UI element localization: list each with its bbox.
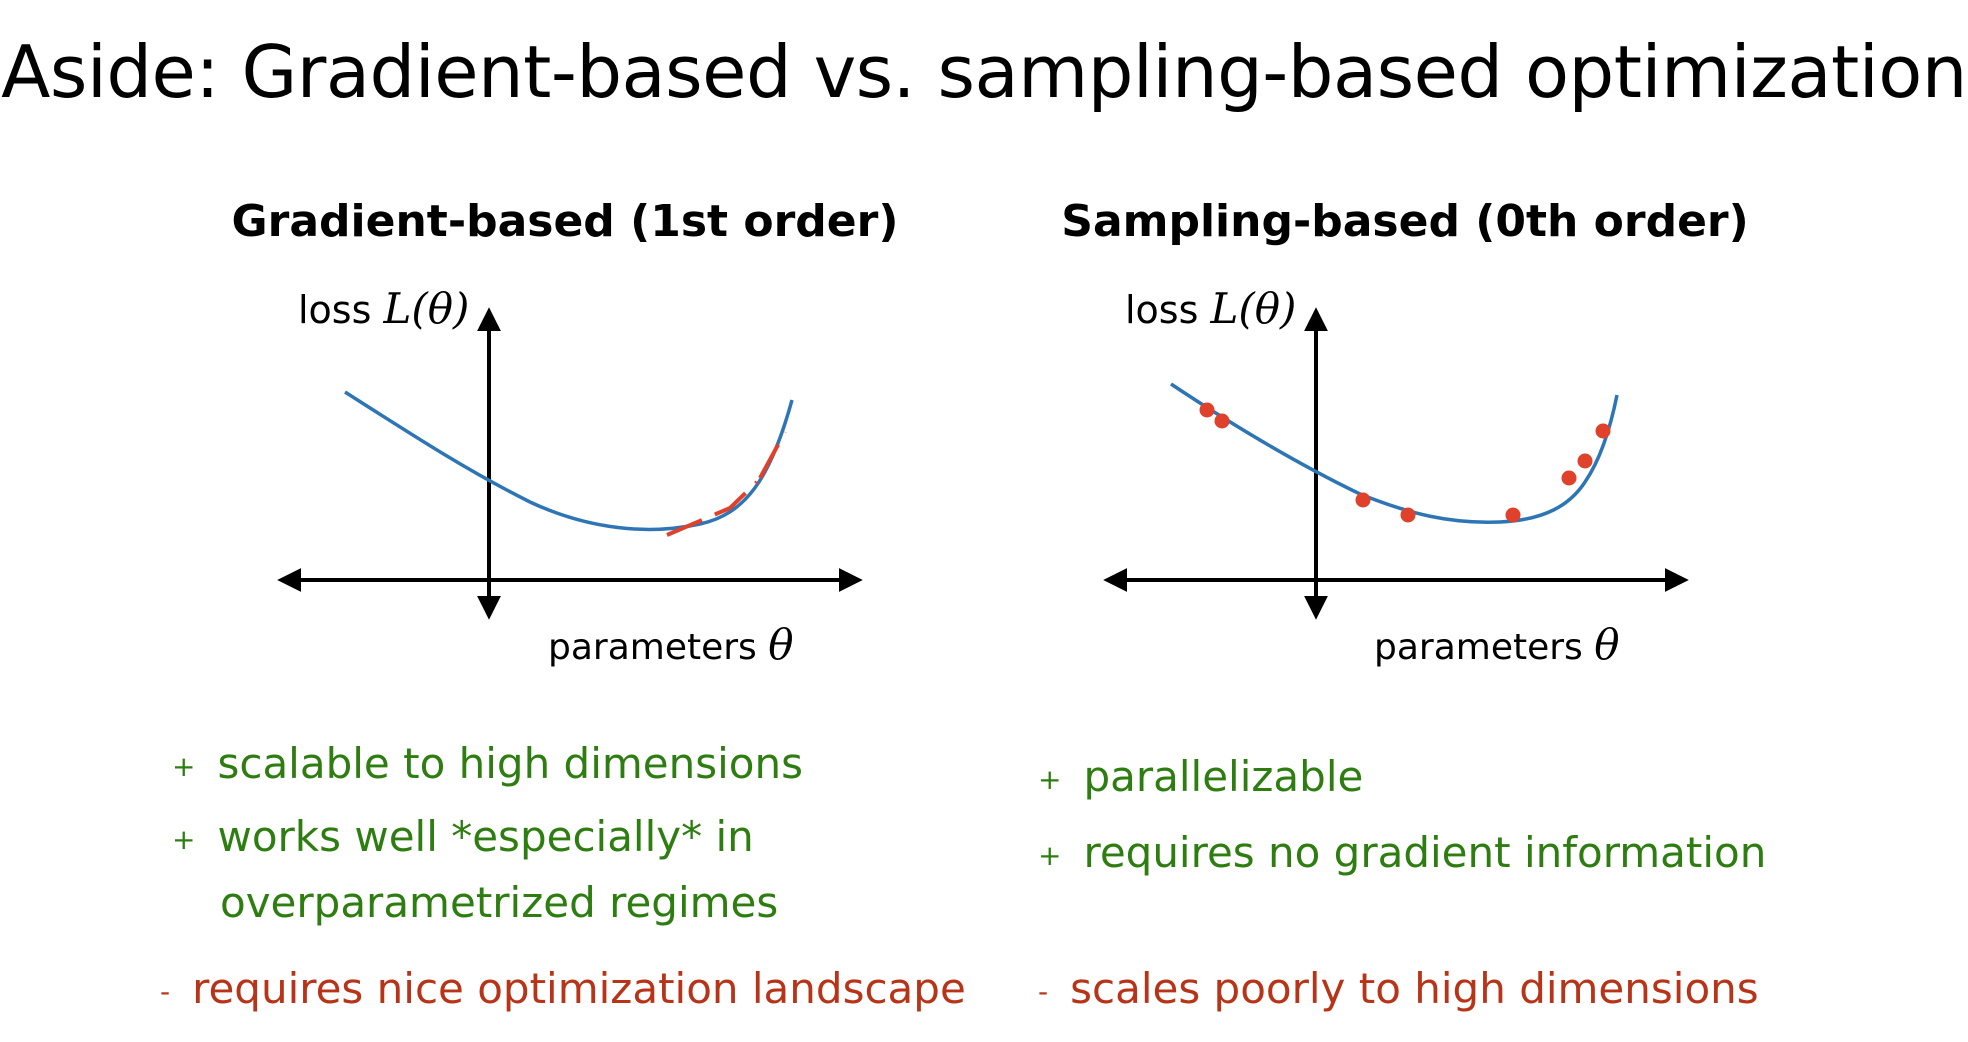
sampling-loss-curve — [1170, 382, 1619, 524]
gradient-pro-text: works well *especially* in — [217, 812, 754, 861]
sampling-con-text: scales poorly to high dimensions — [1070, 964, 1759, 1013]
sampling-con-item: - scales poorly to high dimensions — [1038, 958, 1759, 1023]
minus-marker: - — [160, 974, 171, 1008]
sampling-axes — [1103, 307, 1689, 620]
gradient-axes — [277, 307, 863, 620]
sampling-x-label: parameters θ — [1374, 620, 1620, 669]
sampling-y-label-text: loss — [1125, 288, 1211, 332]
sampling-y-label-math: L(θ) — [1210, 284, 1297, 333]
gradient-con-item: - requires nice optimization landscape — [160, 958, 966, 1023]
gradient-loss-curve — [344, 390, 794, 532]
gradient-pro-item: + scalable to high dimensions — [172, 733, 803, 798]
gradient-panel-title: Gradient-based (1st order) — [231, 196, 899, 247]
gradient-pro-item: + works well *especially* in — [172, 806, 754, 871]
sampling-x-label-text: parameters — [1374, 627, 1595, 668]
gradient-x-label-math: θ — [768, 620, 794, 669]
gradient-con-text: requires nice optimization landscape — [192, 964, 966, 1013]
minus-marker: - — [1038, 974, 1049, 1008]
slide-title: Aside: Gradient-based vs. sampling-based… — [1, 30, 1967, 114]
sampling-pro-item: + requires no gradient information — [1038, 822, 1766, 887]
gradient-y-label: loss L(θ) — [298, 284, 469, 333]
gradient-x-label-text: parameters — [548, 627, 769, 668]
gradient-pro-text: scalable to high dimensions — [217, 739, 803, 788]
gradient-y-label-text: loss — [298, 288, 384, 332]
sample-point — [1577, 453, 1593, 469]
sample-points — [1199, 402, 1611, 523]
gradient-tangent-line — [666, 431, 787, 537]
sample-point — [1505, 507, 1521, 523]
sampling-x-label-math: θ — [1594, 620, 1620, 669]
sample-point — [1199, 402, 1215, 418]
sample-point — [1400, 507, 1416, 523]
plus-marker: + — [1038, 838, 1062, 872]
sampling-pro-item: + parallelizable — [1038, 746, 1363, 811]
sampling-pro-text: parallelizable — [1083, 752, 1364, 801]
sample-point — [1355, 492, 1371, 508]
sampling-y-label: loss L(θ) — [1125, 284, 1296, 333]
plus-marker: + — [172, 749, 196, 783]
sample-point — [1561, 470, 1577, 486]
plus-marker: + — [172, 822, 196, 856]
plus-marker: + — [1038, 762, 1062, 796]
gradient-pro-text-continued: overparametrized regimes — [220, 878, 779, 927]
gradient-y-label-math: L(θ) — [383, 284, 470, 333]
sampling-pro-text: requires no gradient information — [1083, 828, 1767, 877]
sampling-panel-title: Sampling-based (0th order) — [1061, 196, 1749, 247]
sample-point — [1214, 413, 1230, 429]
gradient-x-label: parameters θ — [548, 620, 794, 669]
sample-point — [1595, 423, 1611, 439]
